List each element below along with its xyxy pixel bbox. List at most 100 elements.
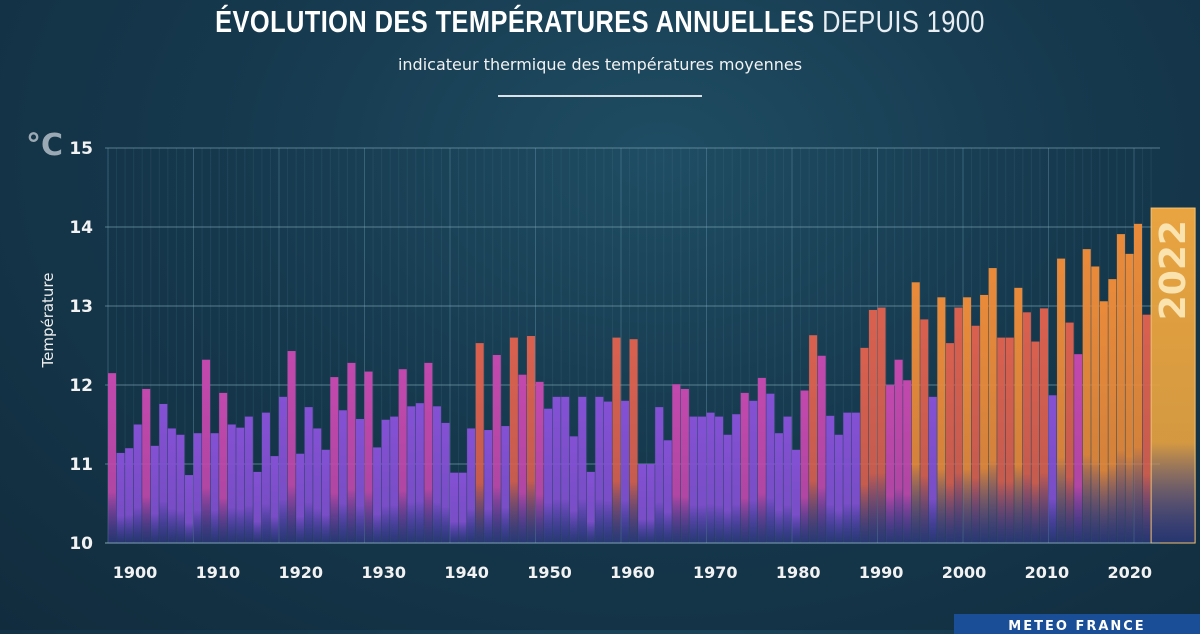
x-tick-label: 1930 [361, 563, 406, 582]
bar-1901 [116, 452, 125, 543]
bar-1960 [621, 400, 630, 543]
bar-1911 [202, 359, 211, 543]
title-bold: ÉVOLUTION DES TEMPÉRATURES ANNUELLES [215, 4, 815, 39]
bar-1982 [809, 335, 818, 543]
x-tick-label: 1950 [527, 563, 572, 582]
bar-1944 [484, 430, 493, 543]
bar-2011 [1057, 258, 1066, 543]
bar-1946 [501, 426, 510, 543]
x-tick-label: 1970 [693, 563, 738, 582]
x-tick-label: 1940 [444, 563, 489, 582]
bar-1932 [381, 419, 390, 543]
y-tick-label: 13 [69, 297, 93, 317]
x-tick-label: 1910 [196, 563, 241, 582]
bar-1975 [749, 400, 758, 543]
bar-1925 [321, 449, 330, 543]
bar-1954 [569, 436, 578, 543]
bar-1953 [561, 396, 570, 543]
bar-1917 [253, 471, 262, 543]
bar-1933 [390, 416, 399, 543]
bar-1909 [184, 475, 193, 543]
bar-1915 [236, 427, 245, 543]
x-tick-label: 2020 [1108, 563, 1153, 582]
bar-1980 [792, 449, 801, 543]
bar-1935 [407, 406, 416, 543]
bar-1977 [766, 393, 775, 543]
bar-1981 [800, 390, 809, 543]
bar-2007 [1022, 312, 1031, 543]
bar-1998 [945, 343, 954, 543]
bar-2016 [1099, 301, 1108, 543]
bar-2015 [1091, 266, 1100, 543]
bar-1974 [740, 392, 749, 543]
bar-1907 [167, 428, 176, 543]
bar-1948 [518, 374, 527, 543]
y-tick-label: 10 [69, 534, 93, 554]
bar-1913 [219, 392, 228, 543]
bar-1987 [851, 412, 860, 543]
bar-2002 [980, 294, 989, 543]
bar-1988 [860, 347, 869, 543]
bar-1921 [287, 351, 296, 543]
bar-1968 [689, 416, 698, 543]
bar-1992 [894, 359, 903, 543]
bar-1965 [663, 440, 672, 543]
bar-1937 [424, 362, 433, 543]
bar-2019 [1125, 253, 1134, 544]
chart-subtitle: indicateur thermique des températures mo… [397, 55, 803, 74]
bar-1995 [920, 319, 929, 543]
bar-2003 [988, 268, 997, 543]
bar-1951 [544, 408, 553, 543]
bar-1973 [732, 414, 741, 543]
bar-1949 [526, 336, 535, 543]
bar-1926 [330, 377, 339, 543]
bar-1952 [552, 396, 561, 543]
y-unit: °C [26, 128, 64, 163]
bar-1930 [364, 371, 373, 543]
bar-1928 [347, 362, 356, 543]
bar-2014 [1082, 249, 1091, 543]
bar-2020 [1134, 223, 1143, 543]
bar-1934 [398, 369, 407, 543]
bar-1964 [655, 407, 664, 543]
bar-1957 [595, 396, 604, 543]
bar-2006 [1014, 287, 1023, 543]
bar-1999 [954, 307, 963, 543]
bar-2018 [1116, 234, 1125, 544]
title-light: DEPUIS 1900 [814, 4, 985, 39]
bar-1918 [261, 412, 270, 543]
y-tick-label: 15 [69, 139, 93, 159]
bar-1903 [133, 424, 142, 543]
bar-1956 [586, 471, 595, 543]
bar-2013 [1074, 354, 1083, 543]
bar-2008 [1031, 341, 1040, 543]
bar-1959 [612, 337, 621, 543]
bar-1914 [227, 424, 236, 543]
bar-1976 [757, 377, 766, 543]
title-divider [498, 95, 702, 97]
x-tick-label: 1960 [610, 563, 655, 582]
bar-2021 [1142, 314, 1151, 543]
bar-1904 [142, 388, 151, 543]
bar-1958 [603, 401, 612, 543]
x-tick-label: 1920 [279, 563, 324, 582]
bar-1919 [270, 456, 279, 543]
bar-1986 [843, 412, 852, 543]
bar-1950 [535, 381, 544, 543]
bar-1994 [911, 282, 920, 543]
bar-1936 [415, 403, 424, 543]
bar-1929 [355, 418, 364, 543]
bar-1947 [509, 337, 518, 543]
highlight-year-label: 2022 [1153, 220, 1194, 320]
bar-1993 [903, 380, 912, 543]
meteo-france-logo: METEO FRANCE [954, 614, 1200, 634]
bar-1996 [928, 396, 937, 543]
bar-1990 [877, 307, 886, 543]
bar-1969 [697, 416, 706, 543]
bar-2001 [971, 325, 980, 543]
bar-1940 [450, 472, 459, 543]
bar-1916 [244, 416, 253, 543]
bar-1991 [886, 385, 895, 543]
bar-2000 [963, 297, 972, 543]
bar-2017 [1108, 279, 1117, 543]
